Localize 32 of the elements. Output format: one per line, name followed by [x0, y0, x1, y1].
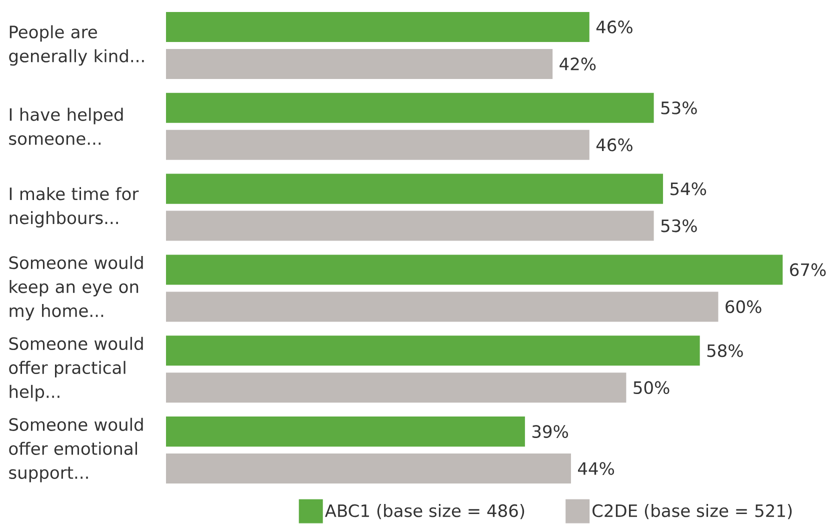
- bar: [166, 372, 626, 403]
- data-label: 42%: [560, 58, 596, 70]
- bar: [166, 92, 654, 123]
- y-tick-label: Someone would offer emotional support...: [9, 418, 143, 482]
- data-label: 46%: [596, 138, 632, 152]
- data-label: 54%: [670, 182, 706, 196]
- bar: [166, 210, 654, 241]
- data-label: 39%: [532, 425, 568, 438]
- legend-label: C2DE (base size = 521): [592, 504, 792, 520]
- legend-label: ABC1 (base size = 486): [324, 504, 524, 520]
- bar: [166, 48, 553, 79]
- bar: [166, 336, 700, 366]
- data-label: 53%: [661, 101, 697, 114]
- data-label: 67%: [790, 263, 826, 276]
- bar: [166, 416, 525, 447]
- data-label: 58%: [707, 344, 743, 358]
- bar: [166, 254, 783, 285]
- bar: [166, 12, 590, 42]
- bar: [166, 454, 571, 484]
- y-tick-label: I make time for neighbours...: [10, 187, 139, 228]
- data-label: 53%: [661, 219, 697, 232]
- y-tick-label: Someone would offer practical help...: [9, 336, 143, 402]
- data-label: 50%: [634, 381, 670, 394]
- y-tick-label: Someone would keep an eye on my home...: [9, 256, 143, 320]
- data-label: 44%: [578, 462, 614, 475]
- y-tick-label: I have helped someone...: [9, 108, 123, 145]
- y-tick-label: People are generally kind...: [9, 25, 144, 66]
- bar: [166, 292, 718, 322]
- data-label: 60%: [726, 300, 762, 314]
- bar: [166, 174, 664, 204]
- data-label: 46%: [596, 20, 632, 34]
- bar: [166, 130, 590, 160]
